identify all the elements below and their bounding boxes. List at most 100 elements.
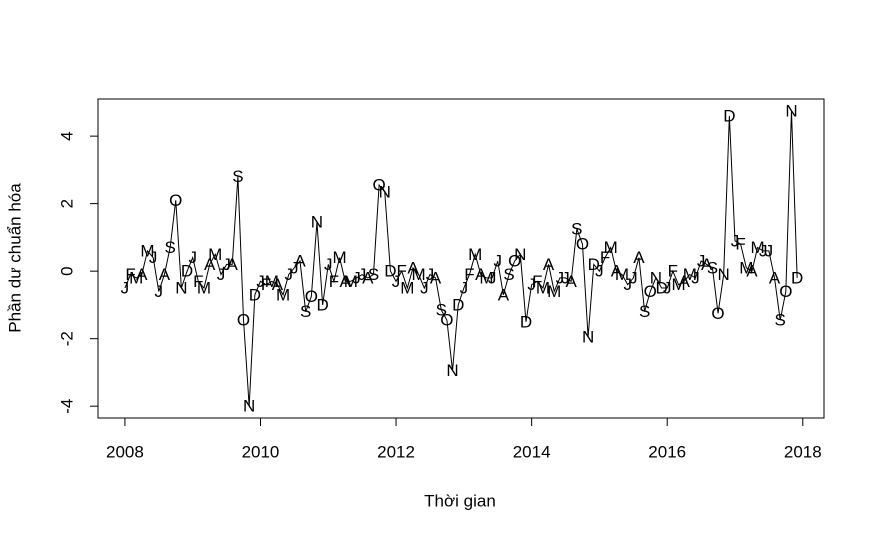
point-label: A xyxy=(407,258,419,277)
point-label: F xyxy=(329,272,339,291)
point-label: N xyxy=(514,245,526,264)
point-label: J xyxy=(188,248,197,267)
point-label: N xyxy=(379,182,391,201)
point-label: S xyxy=(436,300,447,319)
point-label: S xyxy=(164,238,175,257)
point-label: O xyxy=(237,311,250,330)
point-label: M xyxy=(400,279,414,298)
point-label: M xyxy=(604,238,618,257)
y-tick-label: -2 xyxy=(57,331,76,346)
point-label: N xyxy=(785,101,797,120)
point-label: J xyxy=(731,231,740,250)
point-label: J xyxy=(324,255,333,274)
point-label: A xyxy=(362,268,374,287)
point-label: M xyxy=(276,285,290,304)
point-label: F xyxy=(396,262,406,281)
point-label: O xyxy=(169,191,182,210)
point-label: J xyxy=(561,268,570,287)
point-label: S xyxy=(503,265,514,284)
point-label: M xyxy=(333,248,347,267)
point-label: J xyxy=(460,279,469,298)
point-label: O xyxy=(576,235,589,254)
point-label: D xyxy=(723,106,735,125)
point-label: A xyxy=(227,255,239,274)
point-label: M xyxy=(208,245,222,264)
point-label: M xyxy=(265,272,279,291)
x-tick-label: 2010 xyxy=(242,442,280,461)
point-label: M xyxy=(129,268,143,287)
point-label: F xyxy=(668,262,678,281)
point-label: J xyxy=(420,279,429,298)
point-label: J xyxy=(493,252,502,271)
point-label: J xyxy=(358,265,367,284)
point-label: A xyxy=(159,265,171,284)
x-axis-label: Thời gian xyxy=(424,491,496,510)
point-label: S xyxy=(232,167,243,186)
point-label: D xyxy=(384,262,396,281)
point-label: J xyxy=(556,268,565,287)
point-label: O xyxy=(372,176,385,195)
point-label: A xyxy=(633,248,645,267)
point-label: O xyxy=(644,282,657,301)
point-label: D xyxy=(655,279,667,298)
point-label: F xyxy=(464,265,474,284)
point-label: A xyxy=(498,285,510,304)
point-label: J xyxy=(691,268,700,287)
point-label: M xyxy=(344,272,358,291)
point-label: J xyxy=(290,258,299,277)
x-tick-label: 2014 xyxy=(513,442,551,461)
point-label: J xyxy=(285,265,294,284)
y-tick-label: -4 xyxy=(57,399,76,414)
point-label: M xyxy=(468,245,482,264)
point-label: A xyxy=(701,255,713,274)
point-label: A xyxy=(678,272,690,291)
x-tick-label: 2012 xyxy=(377,442,415,461)
point-label: M xyxy=(412,265,426,284)
point-label: A xyxy=(543,255,555,274)
point-label: M xyxy=(750,238,764,257)
point-label: J xyxy=(352,268,361,287)
point-label: J xyxy=(392,272,401,291)
point-label: J xyxy=(256,272,265,291)
point-label: S xyxy=(639,302,650,321)
point-label: N xyxy=(718,265,730,284)
residual-line xyxy=(124,110,798,407)
point-label: A xyxy=(294,252,306,271)
point-label: N xyxy=(446,361,458,380)
x-tick-label: 2008 xyxy=(106,442,144,461)
point-label: A xyxy=(272,275,284,294)
point-label: A xyxy=(340,272,352,291)
point-label: A xyxy=(746,262,758,281)
point-label: D xyxy=(181,262,193,281)
point-label: N xyxy=(650,268,662,287)
point-label: D xyxy=(588,255,600,274)
point-label: J xyxy=(426,265,435,284)
point-label: D xyxy=(317,295,329,314)
point-label: M xyxy=(739,258,753,277)
point-label: A xyxy=(611,262,623,281)
point-label: J xyxy=(759,241,768,260)
point-label: J xyxy=(629,268,638,287)
point-label: S xyxy=(300,302,311,321)
point-label: A xyxy=(136,265,148,284)
point-label: A xyxy=(475,265,487,284)
point-label: N xyxy=(175,279,187,298)
point-label: F xyxy=(735,235,745,254)
point-label: J xyxy=(765,241,774,260)
point-label: O xyxy=(779,282,792,301)
point-label: M xyxy=(683,265,697,284)
y-axis-label: Phần dư chuẩn hóa xyxy=(5,183,24,333)
point-label: J xyxy=(697,252,706,271)
point-label: O xyxy=(305,287,318,306)
point-label: J xyxy=(488,268,497,287)
point-label: S xyxy=(707,258,718,277)
y-tick-label: 0 xyxy=(57,266,76,275)
point-label: J xyxy=(595,262,604,281)
point-label: A xyxy=(204,255,216,274)
point-label: A xyxy=(430,268,442,287)
point-label: M xyxy=(671,275,685,294)
point-label: J xyxy=(527,275,536,294)
point-label: J xyxy=(623,275,632,294)
point-label: F xyxy=(261,275,271,294)
